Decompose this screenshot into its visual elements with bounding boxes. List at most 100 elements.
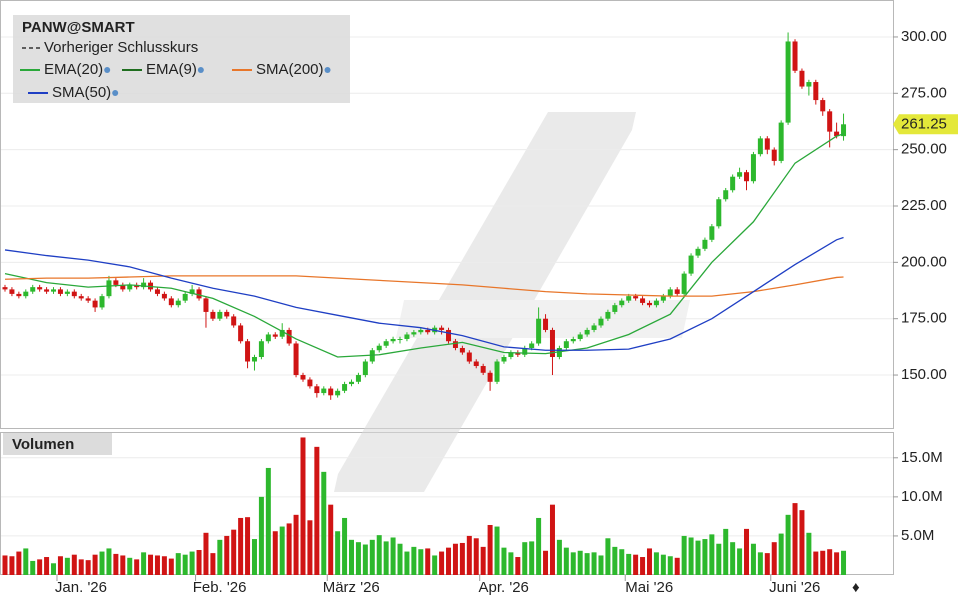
volume-bar bbox=[258, 496, 264, 575]
volume-bar bbox=[771, 542, 777, 575]
candle-body bbox=[355, 375, 361, 382]
candle-body bbox=[286, 329, 292, 344]
volume-bar bbox=[265, 467, 271, 575]
candle-body bbox=[653, 300, 659, 306]
candle-body bbox=[820, 100, 826, 112]
candle-body bbox=[709, 226, 715, 240]
candle-body bbox=[536, 318, 542, 344]
volume-bar bbox=[466, 535, 472, 575]
candle-body bbox=[23, 291, 29, 297]
candle-body bbox=[799, 70, 805, 87]
indicator-line bbox=[4, 236, 844, 351]
volume-bar bbox=[335, 531, 341, 575]
candle-body bbox=[446, 329, 452, 342]
candle-body bbox=[404, 334, 410, 339]
candle-body bbox=[272, 334, 278, 337]
candle-body bbox=[120, 284, 126, 290]
last-price-label: 261.25 bbox=[901, 115, 947, 132]
volume-bar bbox=[9, 556, 15, 575]
volume-bar bbox=[570, 552, 576, 575]
volume-bar bbox=[508, 552, 514, 575]
candle-body bbox=[425, 329, 431, 333]
candle-body bbox=[702, 239, 708, 249]
volume-bar bbox=[376, 535, 382, 575]
candle-body bbox=[418, 329, 424, 333]
volume-bar bbox=[452, 543, 458, 575]
volume-bar bbox=[30, 560, 36, 575]
volume-bar bbox=[737, 548, 743, 575]
volume-bar bbox=[813, 551, 819, 575]
candle-body bbox=[175, 300, 181, 306]
candle-body bbox=[681, 273, 687, 294]
candle-body bbox=[744, 172, 750, 182]
volume-bar bbox=[688, 537, 694, 575]
y-tick-label: 275.00 bbox=[901, 84, 947, 101]
volume-bar bbox=[355, 542, 361, 575]
volume-bar bbox=[757, 552, 763, 575]
candle-body bbox=[210, 311, 216, 319]
volume-bar bbox=[286, 523, 292, 575]
candle-body bbox=[342, 384, 348, 391]
volume-bar bbox=[238, 517, 244, 575]
candle-body bbox=[397, 338, 403, 340]
candle-body bbox=[452, 341, 458, 348]
volume-bar bbox=[279, 526, 285, 575]
candle-body bbox=[189, 289, 195, 294]
candle-body bbox=[362, 361, 368, 376]
candle-body bbox=[549, 329, 555, 358]
volume-bar bbox=[85, 560, 91, 575]
volume-bar bbox=[612, 546, 618, 575]
candle-body bbox=[182, 293, 188, 301]
candle-body bbox=[279, 329, 285, 337]
volume-bar bbox=[716, 543, 722, 575]
x-tick-label: Juni '26 bbox=[769, 579, 820, 596]
volume-bar bbox=[210, 553, 216, 575]
candle-body bbox=[508, 352, 514, 358]
volume-bar bbox=[78, 559, 84, 575]
candle-body bbox=[106, 280, 112, 297]
volume-bar bbox=[744, 528, 750, 575]
volume-bar bbox=[806, 532, 812, 575]
volume-bar bbox=[251, 539, 257, 575]
volume-bar bbox=[730, 542, 736, 575]
volume-bar bbox=[411, 546, 417, 575]
legend-label: EMA(20) bbox=[44, 61, 103, 78]
candle-body bbox=[633, 296, 639, 299]
candle-body bbox=[127, 284, 133, 290]
volume-bar bbox=[473, 538, 479, 575]
volume-title: Volumen bbox=[12, 436, 74, 453]
candle-body bbox=[543, 318, 549, 330]
volume-bar bbox=[549, 504, 555, 575]
volume-bar bbox=[397, 543, 403, 575]
volume-bar bbox=[92, 554, 98, 575]
candle-body bbox=[154, 289, 160, 294]
candle-body bbox=[591, 325, 597, 330]
volume-bar bbox=[480, 546, 486, 575]
volume-bar bbox=[196, 549, 202, 575]
scroll-arrow[interactable]: ♦ bbox=[852, 579, 860, 596]
candle-body bbox=[757, 138, 763, 155]
x-tick-label: Apr. '26 bbox=[479, 579, 529, 596]
volume-bar bbox=[37, 559, 43, 575]
candle-body bbox=[300, 375, 306, 380]
y-tick-label: 5.0M bbox=[901, 527, 934, 544]
volume-bar bbox=[161, 556, 167, 575]
volume-bar bbox=[154, 555, 160, 575]
volume-bar bbox=[446, 547, 452, 575]
volume-bar bbox=[189, 551, 195, 575]
volume-bar bbox=[702, 539, 708, 575]
volume-bar bbox=[556, 539, 562, 575]
volume-bar bbox=[515, 557, 521, 575]
volume-bar bbox=[217, 539, 223, 575]
candle-body bbox=[695, 248, 701, 256]
volume-bar bbox=[723, 528, 729, 575]
candle-body bbox=[487, 372, 493, 382]
candle-body bbox=[390, 338, 396, 342]
volume-bar bbox=[342, 517, 348, 575]
candle-body bbox=[92, 300, 98, 308]
candle-body bbox=[529, 343, 535, 348]
legend-settings bbox=[324, 67, 331, 73]
legend: PANW@SMART Vorheriger Schlusskurs EMA(20… bbox=[13, 15, 350, 103]
